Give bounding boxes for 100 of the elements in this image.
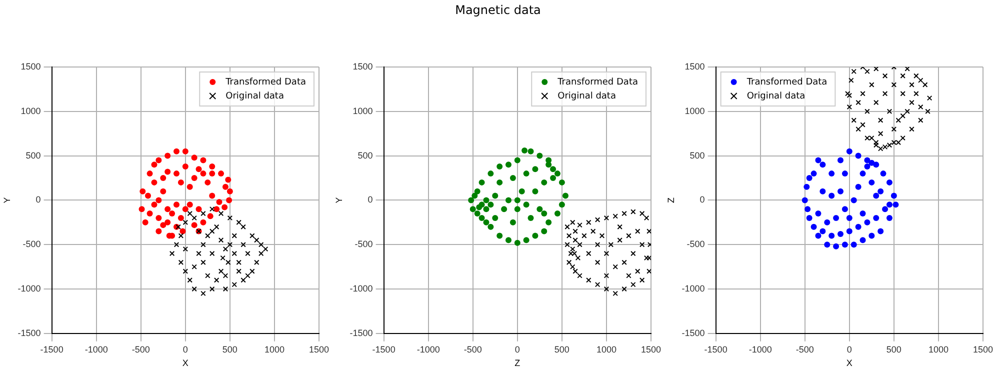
point (210, 206, 215, 212)
point (586, 278, 592, 283)
point (182, 268, 188, 274)
point (536, 152, 543, 159)
point (848, 78, 854, 83)
point (882, 73, 888, 78)
point (878, 228, 884, 234)
point (218, 170, 224, 177)
point (838, 157, 844, 164)
point (815, 210, 822, 217)
point (891, 140, 897, 146)
point (590, 228, 596, 234)
point (918, 104, 924, 110)
point (874, 100, 879, 106)
point (146, 170, 153, 177)
point (164, 152, 171, 159)
point (222, 204, 228, 210)
point (510, 219, 516, 226)
point (873, 192, 880, 199)
y-tick-label: 500 (690, 150, 705, 160)
y-tick-label: -1000 (18, 283, 41, 294)
point (612, 214, 618, 219)
point (566, 233, 572, 238)
point (554, 210, 560, 217)
point (156, 228, 162, 234)
point (218, 210, 224, 216)
point (622, 260, 627, 265)
point (514, 197, 520, 204)
point (925, 108, 930, 114)
point (856, 100, 861, 106)
point (187, 278, 192, 283)
point (635, 228, 640, 234)
point (874, 142, 879, 148)
point (904, 67, 910, 72)
point (142, 219, 148, 226)
point (514, 157, 520, 164)
point (838, 230, 844, 237)
point (820, 162, 826, 168)
point (868, 232, 875, 239)
point (151, 179, 158, 186)
point (501, 206, 508, 212)
point (186, 202, 193, 208)
point (804, 206, 811, 212)
point (474, 188, 480, 194)
point (891, 126, 897, 132)
point (586, 250, 592, 256)
point (145, 192, 151, 199)
x-tick-label: 1000 (596, 344, 616, 354)
point (594, 242, 600, 248)
point (470, 206, 476, 212)
point (178, 260, 184, 265)
legend-label: Transformed Data (224, 77, 306, 88)
point (594, 217, 600, 222)
point (878, 130, 884, 136)
point (617, 224, 622, 230)
x-tick-label: 500 (886, 344, 902, 354)
point (200, 219, 206, 226)
point (182, 148, 188, 154)
point (151, 202, 158, 208)
point (488, 170, 494, 177)
point (262, 246, 268, 252)
point (178, 233, 184, 238)
point (174, 170, 180, 177)
point (182, 163, 188, 170)
point (192, 264, 197, 270)
x-tick-label: 0 (514, 344, 520, 354)
point (254, 238, 260, 243)
point (483, 206, 490, 212)
point (874, 67, 879, 72)
point (846, 92, 852, 98)
x-axis-title: Z (514, 358, 521, 368)
y-tick-label: -500 (22, 239, 41, 250)
point (523, 237, 530, 244)
point (156, 214, 162, 221)
x-tick-label: -1000 (748, 344, 772, 354)
point (196, 206, 202, 212)
point (860, 210, 866, 217)
point (864, 219, 870, 226)
point (880, 170, 886, 177)
point (160, 222, 166, 228)
point (205, 273, 210, 278)
point (828, 232, 835, 239)
y-tick-label: 1500 (20, 61, 41, 72)
legend-label: Transformed Data (556, 77, 638, 88)
point (200, 157, 206, 164)
point (254, 260, 260, 265)
point (860, 170, 866, 177)
point (156, 197, 162, 204)
point (514, 240, 520, 246)
point (151, 162, 158, 168)
y-axis-title: Y (2, 197, 12, 204)
point (225, 176, 232, 183)
point (886, 214, 892, 221)
point (820, 228, 826, 234)
point (478, 179, 485, 186)
point (214, 224, 220, 230)
x-axis-title: X (846, 358, 852, 368)
point (240, 278, 246, 283)
point (536, 206, 543, 212)
point (622, 210, 627, 216)
